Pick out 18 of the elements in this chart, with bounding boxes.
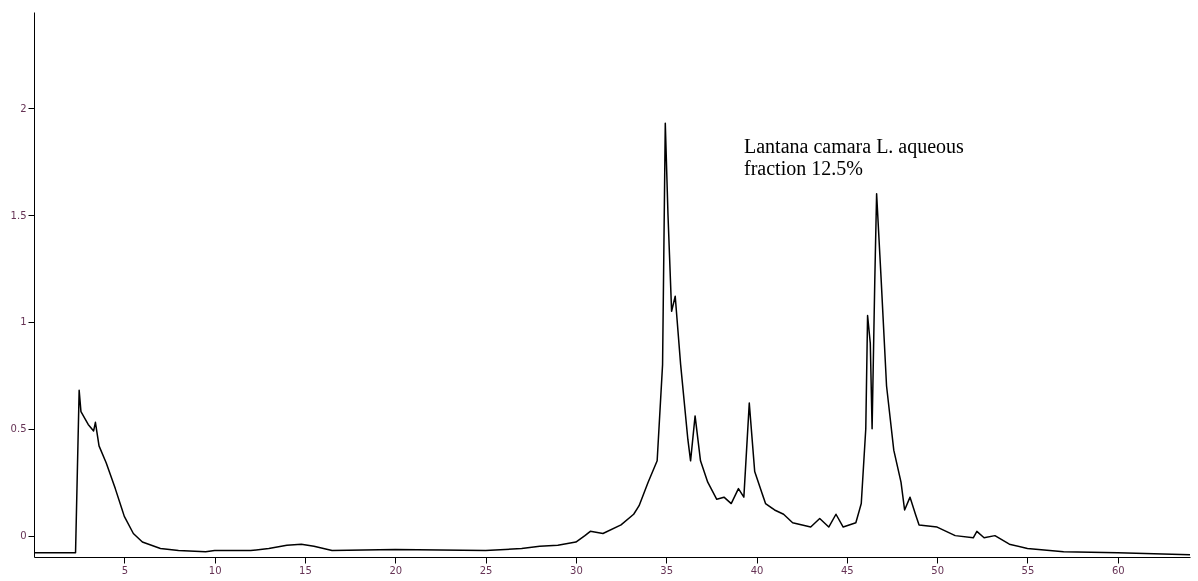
y-tick-label: 2: [20, 102, 27, 114]
y-tick-label: 1: [20, 316, 27, 328]
y-tick-label: 1.5: [10, 209, 27, 221]
x-tick-label: 5: [121, 564, 128, 576]
y-tick-label: 0.5: [10, 423, 27, 435]
x-tick-label: 55: [1021, 564, 1035, 576]
x-tick-label: 50: [931, 564, 944, 576]
x-tick-label: 15: [299, 564, 312, 576]
x-tick-label: 45: [840, 564, 854, 576]
x-tick-label: 35: [660, 564, 674, 576]
x-tick-label: 60: [1111, 564, 1125, 576]
x-tick-label: 40: [750, 564, 764, 576]
x-tick-label: 30: [570, 564, 583, 576]
x-tick-label: 10: [208, 564, 222, 576]
y-tick-label: 0: [20, 530, 27, 542]
x-tick-label: 25: [479, 564, 493, 576]
x-tick-label: 20: [389, 564, 403, 576]
annotation: Lantana camara L. aqueous fraction 12.5%: [744, 135, 965, 179]
